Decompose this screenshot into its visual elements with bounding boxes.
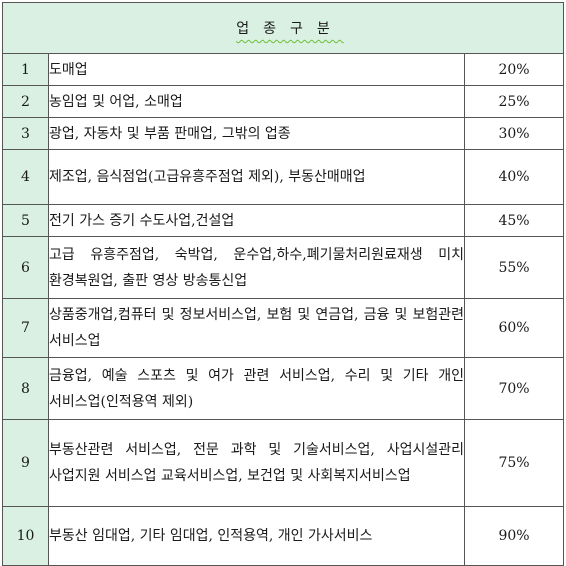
- rate-value: 30%: [463, 117, 565, 150]
- rate-value: 40%: [463, 149, 565, 205]
- rate-value: 90%: [463, 506, 565, 566]
- rate-value: 55%: [463, 236, 565, 299]
- business-type: 광업, 자동차 및 부품 판매업, 그밖의 업종: [48, 117, 465, 150]
- table-title-row: 업종구분: [1, 2, 565, 54]
- business-type: 상품중개업,컴퓨터 및 정보서비스업, 보험 및 연금업, 금융 및 보험관련 …: [48, 298, 465, 358]
- rate-value: 60%: [463, 298, 565, 358]
- row-number: 9: [2, 419, 49, 507]
- table-title: 업종구분: [1, 2, 565, 54]
- row-number: 6: [2, 236, 49, 299]
- row-number: 3: [2, 117, 49, 150]
- business-type: 도매업: [48, 53, 465, 86]
- rate-value: 75%: [463, 419, 565, 507]
- row-number: 2: [2, 85, 49, 118]
- table-title-text: 업종구분: [236, 21, 344, 37]
- rate-value: 45%: [463, 204, 565, 237]
- business-type: 제조업, 음식점업(고급유흥주점업 제외), 부동산매매업: [48, 149, 465, 205]
- table-row: 4 제조업, 음식점업(고급유흥주점업 제외), 부동산매매업 40%: [2, 149, 565, 205]
- business-type: 농임업 및 어업, 소매업: [48, 85, 465, 118]
- table-row: 10 부동산 임대업, 기타 임대업, 인적용역, 개인 가사서비스 90%: [2, 506, 565, 566]
- row-number: 1: [2, 53, 49, 86]
- row-number: 10: [2, 506, 49, 566]
- business-type: 부동산관련 서비스업, 전문 과학 및 기술서비스업, 사업시설관리 사업지원 …: [48, 419, 465, 507]
- business-type: 금융업, 예술 스포츠 및 여가 관련 서비스업, 수리 및 기타 개인 서비스…: [48, 357, 465, 420]
- rate-value: 20%: [463, 53, 565, 86]
- business-type: 부동산 임대업, 기타 임대업, 인적용역, 개인 가사서비스: [48, 506, 465, 566]
- row-number: 5: [2, 204, 49, 237]
- business-type: 전기 가스 증기 수도사업,건설업: [48, 204, 465, 237]
- row-number: 7: [2, 298, 49, 358]
- table-row: 2 농임업 및 어업, 소매업 25%: [2, 85, 565, 118]
- table-row: 3 광업, 자동차 및 부품 판매업, 그밖의 업종 30%: [2, 117, 565, 150]
- table-row: 6 고급 유흥주점업, 숙박업, 운수업,하수,폐기물처리원료재생 미치 환경복…: [2, 236, 565, 299]
- rate-value: 25%: [463, 85, 565, 118]
- business-type: 고급 유흥주점업, 숙박업, 운수업,하수,폐기물처리원료재생 미치 환경복원업…: [48, 236, 465, 299]
- rate-value: 70%: [463, 357, 565, 420]
- table-row: 7 상품중개업,컴퓨터 및 정보서비스업, 보험 및 연금업, 금융 및 보험관…: [2, 298, 565, 358]
- table-row: 1 도매업 20%: [2, 53, 565, 86]
- table-row: 5 전기 가스 증기 수도사업,건설업 45%: [2, 204, 565, 237]
- row-number: 8: [2, 357, 49, 420]
- table-row: 9 부동산관련 서비스업, 전문 과학 및 기술서비스업, 사업시설관리 사업지…: [2, 419, 565, 507]
- table-row: 8 금융업, 예술 스포츠 및 여가 관련 서비스업, 수리 및 기타 개인 서…: [2, 357, 565, 420]
- row-number: 4: [2, 149, 49, 205]
